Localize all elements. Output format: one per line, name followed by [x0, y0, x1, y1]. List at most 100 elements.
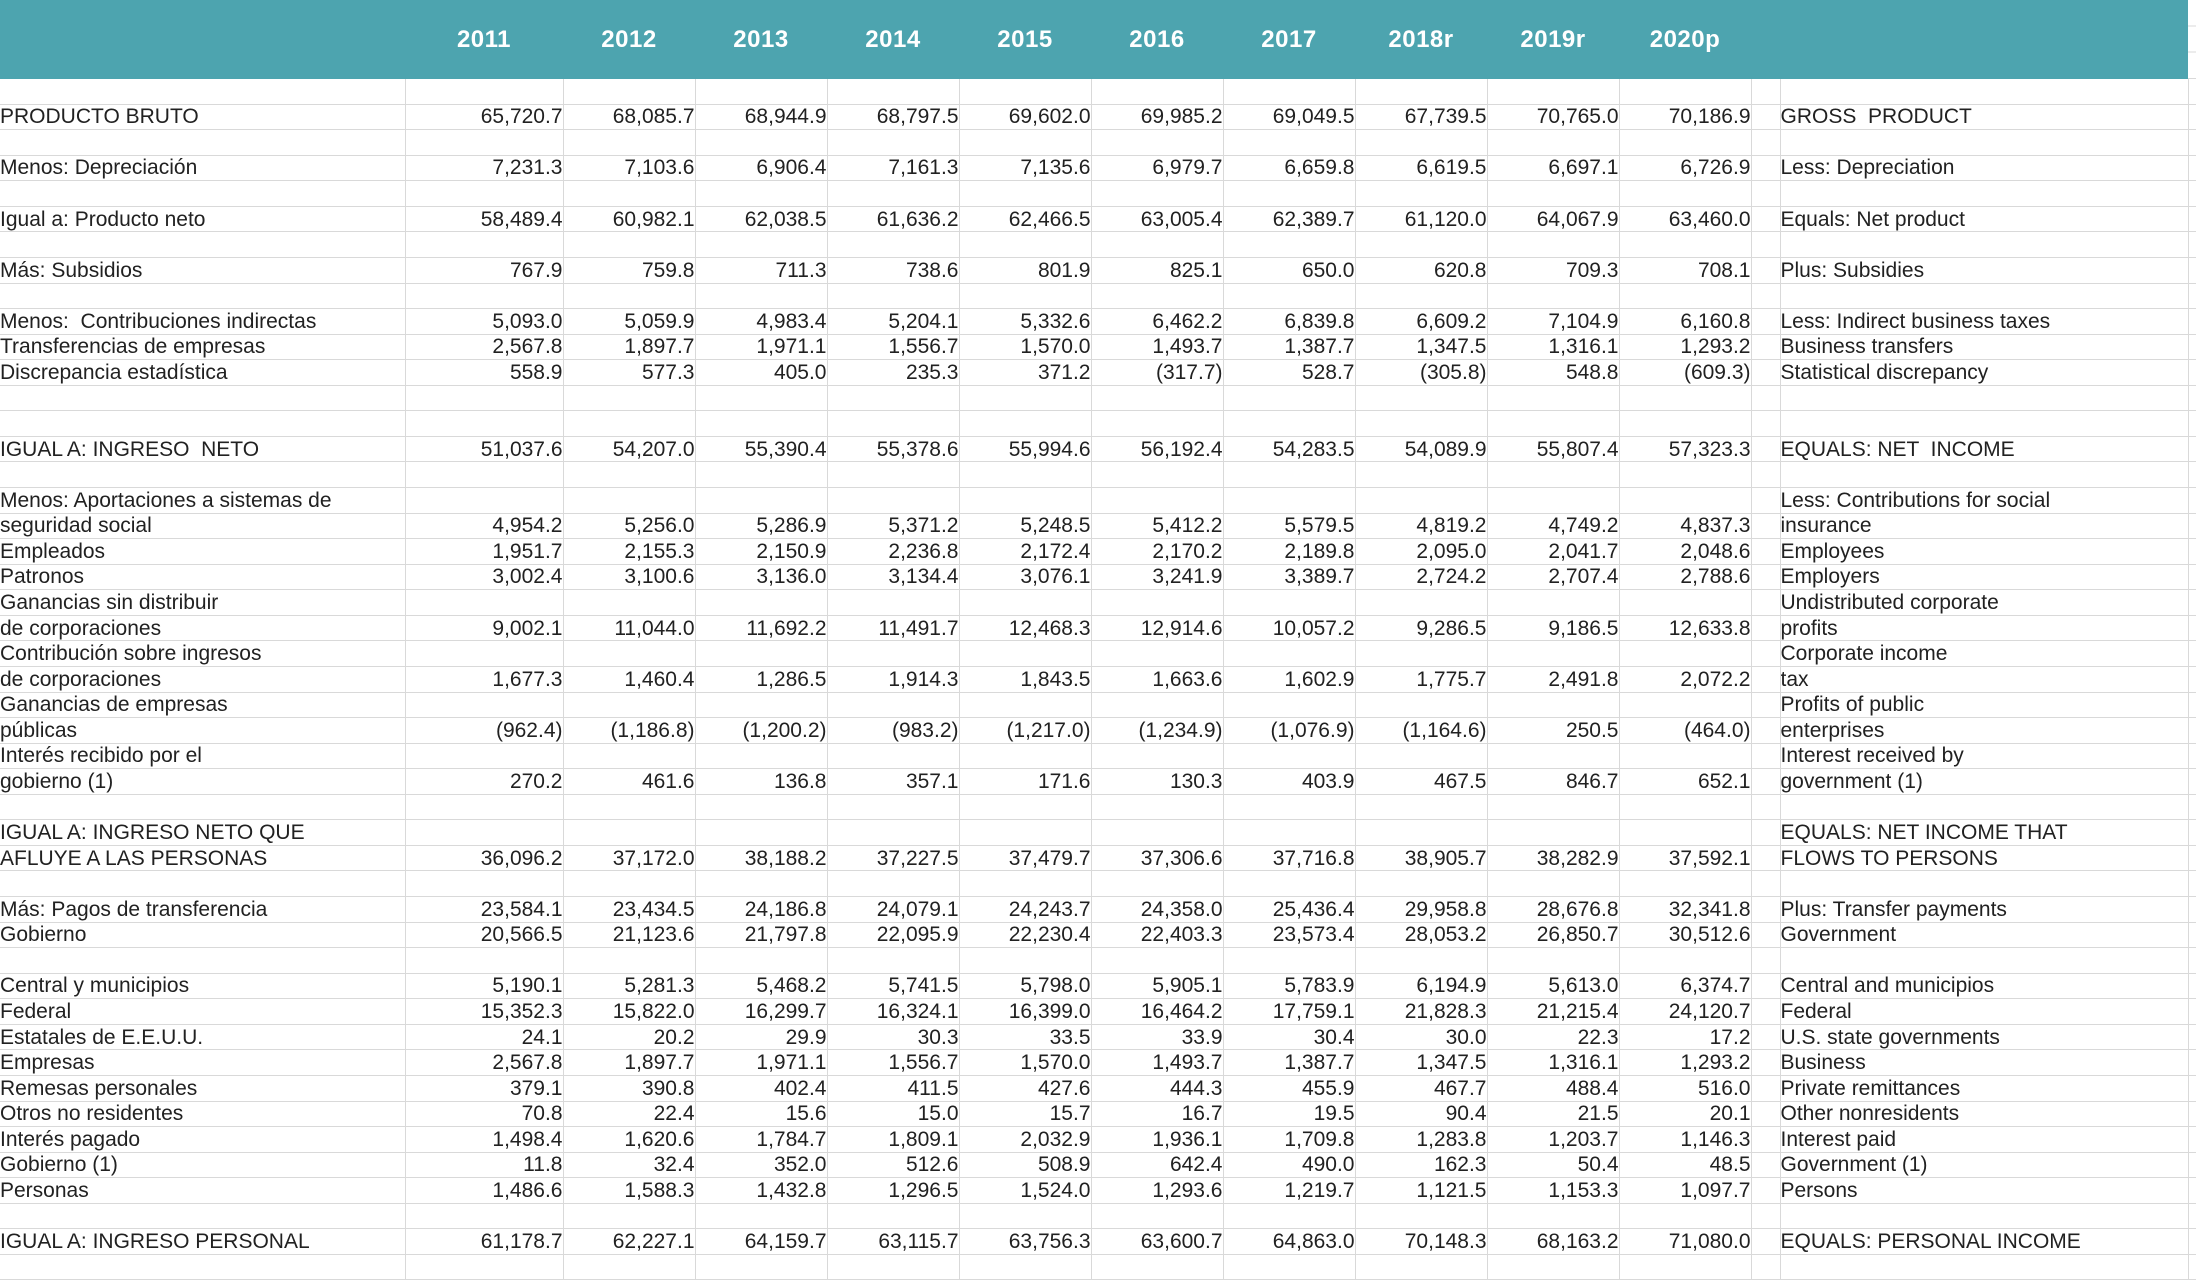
cell-2017[interactable]: [1223, 79, 1356, 105]
cell-2019r[interactable]: [1487, 461, 1620, 488]
year-header-2012[interactable]: 2012: [601, 25, 657, 53]
cell-2020p[interactable]: 516.0: [1619, 1075, 1752, 1102]
cell-2018r[interactable]: 1,283.8: [1355, 1126, 1488, 1153]
cell-2018r[interactable]: [1355, 487, 1488, 514]
cell-2018r[interactable]: 1,121.5: [1355, 1177, 1488, 1204]
cell-2020p[interactable]: (464.0): [1619, 717, 1752, 744]
label-en[interactable]: U.S. state governments: [1780, 1024, 2189, 1051]
cell-2016[interactable]: 6,462.2: [1091, 308, 1224, 335]
label-es[interactable]: Estatales de E.E.U.U.: [0, 1024, 406, 1051]
cell-2020p[interactable]: [1619, 487, 1752, 514]
cell-2012[interactable]: [563, 640, 696, 667]
label-en[interactable]: tax: [1780, 666, 2189, 693]
cell-2012[interactable]: [563, 819, 696, 846]
label-en[interactable]: [1780, 385, 2189, 412]
cell-2016[interactable]: [1091, 1203, 1224, 1230]
cell-2018r[interactable]: [1355, 283, 1488, 310]
cell-2018r[interactable]: [1355, 947, 1488, 974]
cell-2012[interactable]: [563, 870, 696, 897]
cell-2018r[interactable]: [1355, 1254, 1488, 1280]
cell-2015[interactable]: 69,602.0: [959, 104, 1092, 131]
cell-2018r[interactable]: [1355, 410, 1488, 437]
cell-2014[interactable]: 3,134.4: [827, 564, 960, 591]
cell-2014[interactable]: [827, 385, 960, 412]
cell-2011[interactable]: [405, 870, 564, 897]
label-es[interactable]: Ganancias sin distribuir: [0, 589, 406, 616]
cell-2016[interactable]: [1091, 1254, 1224, 1280]
cell-2018r[interactable]: (1,164.6): [1355, 717, 1488, 744]
label-es[interactable]: [0, 410, 406, 437]
label-es[interactable]: Personas: [0, 1177, 406, 1204]
cell-2011[interactable]: 1,486.6: [405, 1177, 564, 1204]
cell-2015[interactable]: 24,243.7: [959, 896, 1092, 923]
cell-2019r[interactable]: 9,186.5: [1487, 615, 1620, 642]
cell-2017[interactable]: 490.0: [1223, 1152, 1356, 1179]
cell-2015[interactable]: [959, 129, 1092, 156]
cell-2011[interactable]: 36,096.2: [405, 845, 564, 872]
cell-2018r[interactable]: [1355, 1203, 1488, 1230]
label-en[interactable]: Less: Depreciation: [1780, 155, 2189, 182]
cell-2013[interactable]: [695, 79, 828, 105]
cell-2013[interactable]: 4,983.4: [695, 308, 828, 335]
cell-2016[interactable]: 130.3: [1091, 768, 1224, 795]
cell-2018r[interactable]: [1355, 743, 1488, 770]
cell-2013[interactable]: [695, 487, 828, 514]
cell-2011[interactable]: 70.8: [405, 1101, 564, 1128]
cell-2013[interactable]: 1,971.1: [695, 1049, 828, 1076]
label-en[interactable]: Private remittances: [1780, 1075, 2189, 1102]
cell-2011[interactable]: 1,951.7: [405, 538, 564, 565]
cell-2014[interactable]: 5,204.1: [827, 308, 960, 335]
label-es[interactable]: Empresas: [0, 1049, 406, 1076]
cell-2011[interactable]: 4,954.2: [405, 513, 564, 540]
cell-2013[interactable]: [695, 794, 828, 821]
cell-2014[interactable]: [827, 589, 960, 616]
cell-2016[interactable]: 642.4: [1091, 1152, 1224, 1179]
cell-2018r[interactable]: [1355, 870, 1488, 897]
cell-2014[interactable]: [827, 79, 960, 105]
cell-2011[interactable]: [405, 947, 564, 974]
label-es[interactable]: IGUAL A: INGRESO PERSONAL: [0, 1228, 406, 1255]
label-en[interactable]: insurance: [1780, 513, 2189, 540]
cell-2016[interactable]: [1091, 692, 1224, 719]
cell-2014[interactable]: [827, 1203, 960, 1230]
cell-2013[interactable]: [695, 1203, 828, 1230]
cell-2020p[interactable]: [1619, 283, 1752, 310]
cell-2017[interactable]: 69,049.5: [1223, 104, 1356, 131]
label-en[interactable]: [1780, 461, 2189, 488]
cell-2015[interactable]: 371.2: [959, 359, 1092, 386]
cell-2019r[interactable]: 4,749.2: [1487, 513, 1620, 540]
cell-2019r[interactable]: 1,316.1: [1487, 1049, 1620, 1076]
cell-2014[interactable]: [827, 743, 960, 770]
cell-2014[interactable]: 55,378.6: [827, 436, 960, 463]
cell-2018r[interactable]: [1355, 461, 1488, 488]
cell-2014[interactable]: [827, 231, 960, 258]
cell-2017[interactable]: 1,219.7: [1223, 1177, 1356, 1204]
cell-2018r[interactable]: 2,095.0: [1355, 538, 1488, 565]
cell-2019r[interactable]: 26,850.7: [1487, 922, 1620, 949]
cell-2013[interactable]: 21,797.8: [695, 922, 828, 949]
cell-2013[interactable]: [695, 385, 828, 412]
year-header-2017[interactable]: 2017: [1261, 25, 1317, 53]
cell-2011[interactable]: 9,002.1: [405, 615, 564, 642]
cell-2015[interactable]: 22,230.4: [959, 922, 1092, 949]
cell-2012[interactable]: [563, 461, 696, 488]
cell-2018r[interactable]: [1355, 180, 1488, 207]
cell-2014[interactable]: 22,095.9: [827, 922, 960, 949]
cell-2013[interactable]: [695, 461, 828, 488]
cell-2019r[interactable]: [1487, 283, 1620, 310]
cell-2018r[interactable]: 2,724.2: [1355, 564, 1488, 591]
cell-2012[interactable]: 62,227.1: [563, 1228, 696, 1255]
cell-2017[interactable]: 3,389.7: [1223, 564, 1356, 591]
cell-2012[interactable]: 20.2: [563, 1024, 696, 1051]
cell-2011[interactable]: [405, 589, 564, 616]
cell-2019r[interactable]: [1487, 1254, 1620, 1280]
cell-2013[interactable]: 1,286.5: [695, 666, 828, 693]
cell-2014[interactable]: [827, 487, 960, 514]
label-en[interactable]: EQUALS: NET INCOME: [1780, 436, 2189, 463]
cell-2019r[interactable]: 846.7: [1487, 768, 1620, 795]
cell-2020p[interactable]: 2,788.6: [1619, 564, 1752, 591]
cell-2011[interactable]: 11.8: [405, 1152, 564, 1179]
label-es[interactable]: Gobierno (1): [0, 1152, 406, 1179]
cell-2018r[interactable]: 1,347.5: [1355, 1049, 1488, 1076]
cell-2017[interactable]: [1223, 819, 1356, 846]
